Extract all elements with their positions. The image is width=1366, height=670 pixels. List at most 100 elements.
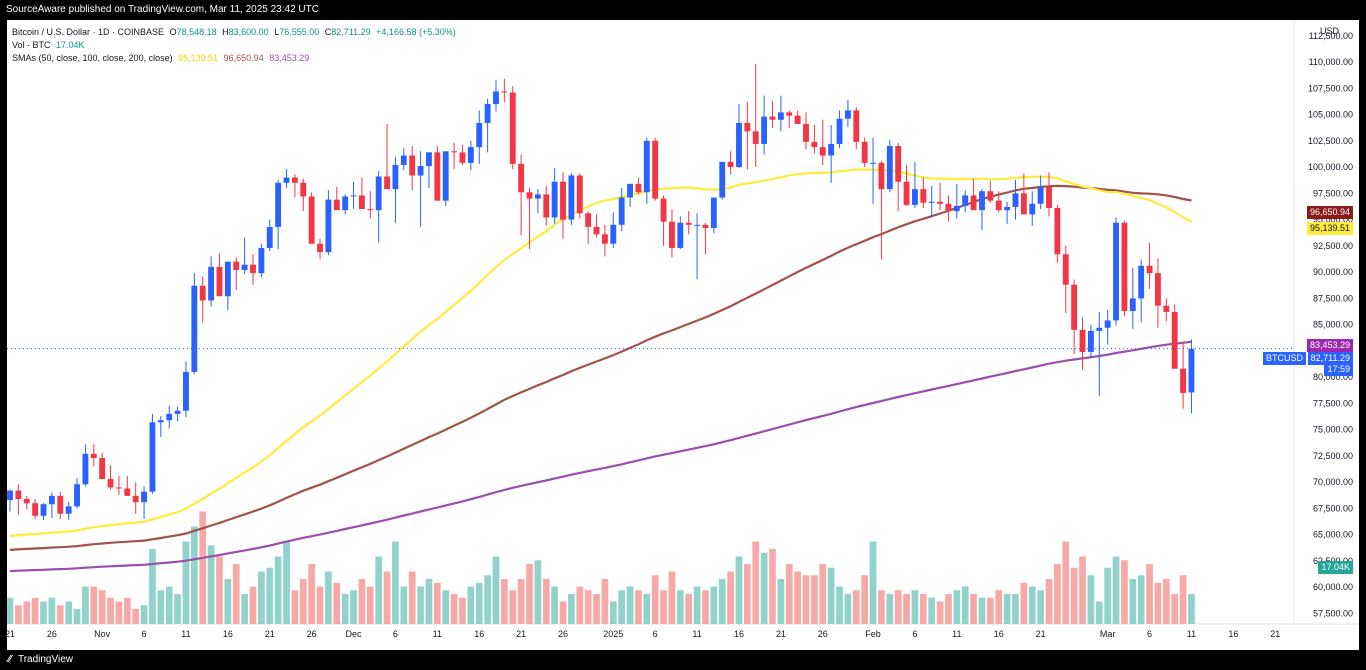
candle-body[interactable] <box>199 285 206 301</box>
candle-body[interactable] <box>115 487 122 489</box>
candle-body[interactable] <box>1079 329 1086 352</box>
candle-body[interactable] <box>250 264 256 274</box>
candle-body[interactable] <box>350 195 357 197</box>
candle-body[interactable] <box>40 504 47 516</box>
candle-body[interactable] <box>610 224 617 244</box>
candle-body[interactable] <box>1146 265 1153 274</box>
candle-body[interactable] <box>585 213 592 227</box>
candle-body[interactable] <box>534 194 541 199</box>
candle-body[interactable] <box>1163 305 1170 313</box>
candle-body[interactable] <box>1020 193 1027 215</box>
volume-legend[interactable]: Vol · BTC 17.04K <box>12 40 88 50</box>
candle-body[interactable] <box>694 224 701 226</box>
candle-body[interactable] <box>1129 298 1136 311</box>
candle-body[interactable] <box>183 371 189 411</box>
candle-body[interactable] <box>886 146 893 190</box>
candle-body[interactable] <box>275 182 282 227</box>
candle-body[interactable] <box>283 177 290 183</box>
candle-body[interactable] <box>803 123 809 142</box>
candle-body[interactable] <box>208 266 215 301</box>
candle-body[interactable] <box>191 285 198 372</box>
candle-body[interactable] <box>1121 222 1128 311</box>
candle-body[interactable] <box>384 176 390 190</box>
candle-body[interactable] <box>1037 187 1044 204</box>
candle-body[interactable] <box>1004 206 1011 211</box>
candle-body[interactable] <box>57 495 64 514</box>
candle-body[interactable] <box>1096 327 1103 331</box>
candle-body[interactable] <box>400 155 407 165</box>
candle-body[interactable] <box>736 122 742 168</box>
candle-body[interactable] <box>870 162 876 164</box>
candle-body[interactable] <box>627 183 633 198</box>
candle-body[interactable] <box>1113 222 1119 321</box>
candle-body[interactable] <box>434 152 441 201</box>
candle-body[interactable] <box>652 140 659 199</box>
candle-body[interactable] <box>518 163 525 193</box>
candle-body[interactable] <box>576 175 583 214</box>
candle-body[interactable] <box>1012 193 1019 207</box>
candle-body[interactable] <box>65 506 72 514</box>
candle-body[interactable] <box>358 195 365 210</box>
candle-body[interactable] <box>333 199 340 211</box>
candle-body[interactable] <box>124 488 131 496</box>
candle-body[interactable] <box>1046 187 1052 209</box>
candle-body[interactable] <box>987 191 994 201</box>
candle-body[interactable] <box>15 490 22 499</box>
candle-body[interactable] <box>1087 330 1094 352</box>
candle-body[interactable] <box>317 243 323 253</box>
candle-body[interactable] <box>635 183 642 193</box>
candle-body[interactable] <box>467 147 474 163</box>
candle-body[interactable] <box>727 161 734 168</box>
candle-body[interactable] <box>979 191 985 211</box>
symbol-legend[interactable]: Bitcoin / U.S. Dollar · 1D · COINBASE O7… <box>12 27 459 37</box>
candle-body[interactable] <box>300 182 307 197</box>
candle-body[interactable] <box>1071 284 1078 330</box>
candle-body[interactable] <box>501 91 508 93</box>
candle-body[interactable] <box>928 201 935 203</box>
candle-body[interactable] <box>1138 265 1145 299</box>
candle-body[interactable] <box>794 115 801 124</box>
candle-body[interactable] <box>710 197 717 228</box>
candle-body[interactable] <box>476 122 483 148</box>
candle-body[interactable] <box>291 177 298 183</box>
candle-body[interactable] <box>266 226 273 248</box>
candle-body[interactable] <box>342 196 349 211</box>
candle-body[interactable] <box>7 490 13 501</box>
candle-body[interactable] <box>484 104 491 123</box>
candle-body[interactable] <box>174 410 181 414</box>
candle-body[interactable] <box>878 162 885 190</box>
candle-body[interactable] <box>769 116 776 120</box>
candle-body[interactable] <box>224 261 231 297</box>
candle-body[interactable] <box>132 495 139 503</box>
candle-body[interactable] <box>1062 254 1069 285</box>
candle-body[interactable] <box>744 122 751 132</box>
candle-body[interactable] <box>375 176 382 211</box>
candle-body[interactable] <box>1171 312 1178 369</box>
candle-body[interactable] <box>166 413 173 421</box>
candle-body[interactable] <box>1054 208 1061 255</box>
candle-body[interactable] <box>258 247 265 274</box>
candle-body[interactable] <box>32 503 39 516</box>
candle-body[interactable] <box>853 110 860 142</box>
candle-body[interactable] <box>844 110 851 119</box>
candle-body[interactable] <box>23 498 30 504</box>
candle-body[interactable] <box>601 234 608 244</box>
candle-body[interactable] <box>493 91 499 105</box>
candle-body[interactable] <box>970 195 977 211</box>
candle-body[interactable] <box>459 152 466 163</box>
candle-body[interactable] <box>560 181 566 220</box>
candle-body[interactable] <box>392 164 399 190</box>
candle-body[interactable] <box>451 151 458 153</box>
candle-body[interactable] <box>920 189 927 203</box>
candle-body[interactable] <box>819 147 826 156</box>
candle-body[interactable] <box>593 226 600 235</box>
candle-body[interactable] <box>48 495 55 505</box>
candle-body[interactable] <box>426 152 432 167</box>
candle-body[interactable] <box>861 141 868 163</box>
candle-body[interactable] <box>526 192 533 199</box>
candle-body[interactable] <box>962 195 969 206</box>
candle-body[interactable] <box>1029 203 1036 215</box>
candle-body[interactable] <box>828 143 835 156</box>
candle-body[interactable] <box>90 453 97 459</box>
candle-body[interactable] <box>241 264 248 271</box>
